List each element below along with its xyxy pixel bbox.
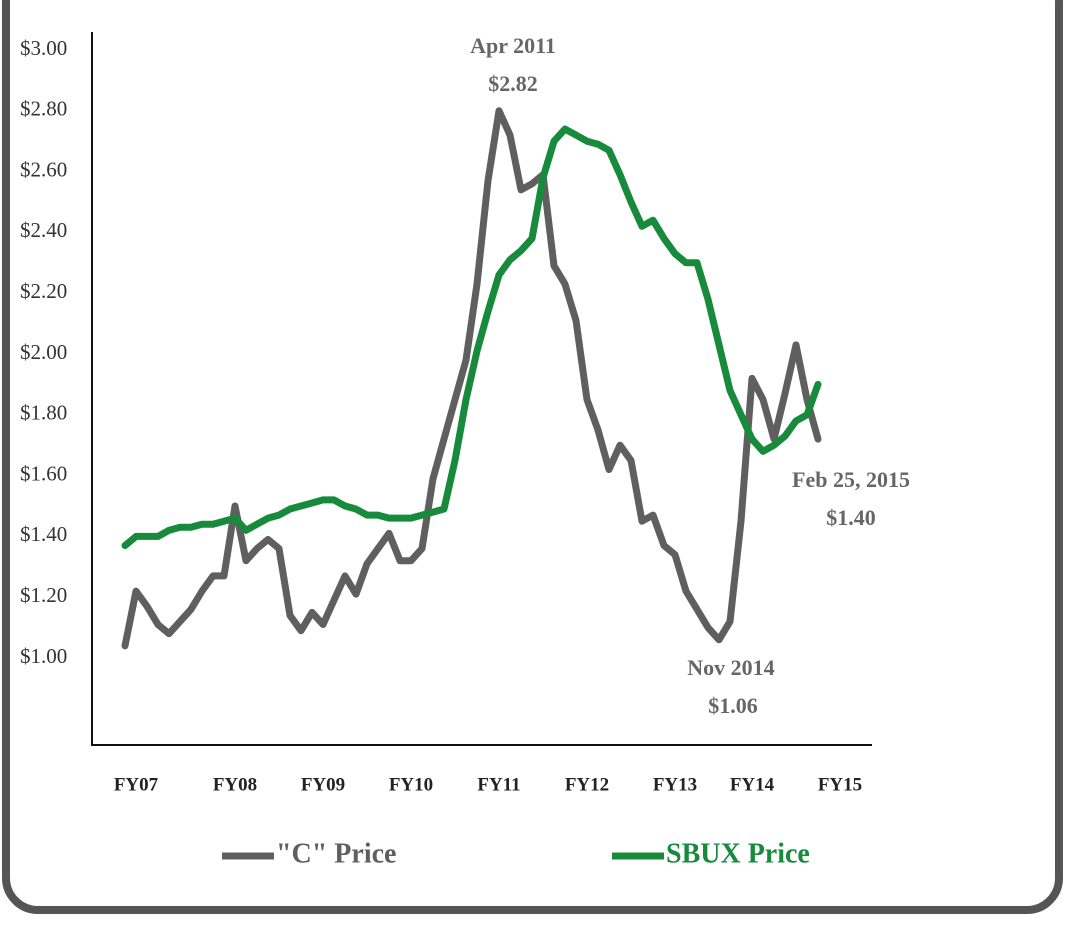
x-tick-label: FY07	[114, 774, 159, 795]
x-tick-label: FY14	[730, 774, 775, 795]
y-tick-label: $2.80	[20, 97, 67, 121]
x-tick-label: FY10	[389, 774, 433, 795]
y-tick-label: $2.00	[20, 340, 67, 364]
annotation: Feb 25, 2015	[792, 467, 910, 492]
legend-label: SBUX Price	[666, 838, 810, 869]
y-tick-label: $2.20	[20, 279, 67, 303]
x-tick-label: FY11	[477, 774, 520, 795]
legend-label: "C" Price	[276, 838, 396, 869]
y-tick-label: $3.00	[20, 36, 67, 60]
annotation: $1.40	[826, 505, 876, 530]
series-line	[121, 125, 822, 550]
y-tick-label: $1.00	[20, 644, 67, 668]
x-tick-label: FY13	[653, 774, 697, 795]
series-line	[121, 107, 822, 650]
x-tick-label: FY12	[565, 774, 609, 795]
y-tick-label: $1.80	[20, 401, 67, 425]
y-tick-label: $1.20	[20, 583, 67, 607]
x-tick-label: FY15	[818, 774, 862, 795]
frame	[2, 0, 1063, 914]
x-tick-label: FY09	[301, 774, 345, 795]
annotation: $2.82	[488, 71, 538, 96]
y-tick-label: $1.40	[20, 522, 67, 546]
y-tick-label: $2.40	[20, 218, 67, 242]
annotation: Nov 2014	[687, 655, 774, 680]
annotation: Apr 2011	[470, 33, 556, 58]
y-tick-label: $2.60	[20, 157, 67, 181]
y-tick-label: $1.60	[20, 461, 67, 485]
x-tick-label: FY08	[213, 774, 257, 795]
annotation: $1.06	[708, 693, 758, 718]
